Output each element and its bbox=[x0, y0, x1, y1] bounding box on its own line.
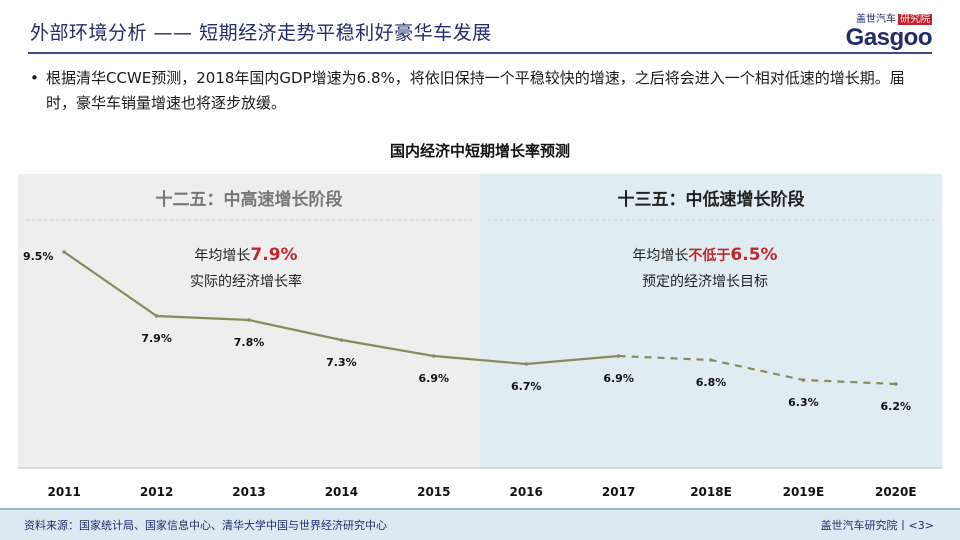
data-label-2015: 6.9% bbox=[419, 372, 450, 385]
page-footer-institute: 盖世汽车研究院丨<3> bbox=[820, 519, 934, 532]
data-point-2015 bbox=[432, 354, 436, 358]
data-label-2013: 7.8% bbox=[234, 336, 265, 349]
x-tick-label-2020E: 2020E bbox=[875, 485, 917, 499]
phase-title-2: 十三五：中低速增长阶段 bbox=[618, 189, 805, 210]
data-label-2019E: 6.3% bbox=[788, 396, 819, 409]
phase-note-prefix: 年均增长 bbox=[194, 248, 250, 264]
x-tick-label-2018E: 2018E bbox=[690, 485, 732, 499]
phase-note-emphasis: 不低于 bbox=[688, 247, 730, 264]
data-label-2014: 7.3% bbox=[326, 356, 357, 369]
phase-title-1: 十二五：中高速增长阶段 bbox=[156, 189, 343, 210]
logo-wordmark: Gasgoo bbox=[845, 24, 933, 52]
gasgoo-logo: 盖世汽车 研究院 Gasgoo bbox=[820, 10, 933, 52]
data-point-2013 bbox=[247, 318, 251, 322]
data-label-2018E: 6.8% bbox=[696, 376, 727, 389]
phase-note-1: 年均增长7.9% bbox=[194, 245, 297, 265]
data-point-2012 bbox=[154, 314, 159, 318]
logo-brand: 盖世汽车 bbox=[856, 14, 896, 25]
phase-note-line2-1: 实际的经济增长率 bbox=[190, 273, 302, 290]
bullet-dot: • bbox=[30, 69, 39, 87]
data-point-2018E bbox=[709, 358, 713, 362]
growth-line-chart: 十二五：中高速增长阶段年均增长7.9%实际的经济增长率十三五：中低速增长阶段年均… bbox=[18, 174, 942, 499]
data-label-2017: 6.9% bbox=[603, 372, 634, 385]
page-title: 外部环境分析 —— 短期经济走势平稳利好豪华车发展 bbox=[30, 22, 492, 44]
x-tick-label-2016: 2016 bbox=[509, 485, 542, 499]
header-divider bbox=[28, 52, 932, 54]
chart-title: 国内经济中短期增长率预测 bbox=[389, 142, 570, 160]
logo-word-text: Gasgoo bbox=[845, 24, 933, 51]
logo-badge: 研究院 bbox=[898, 14, 932, 25]
data-point-2019E bbox=[801, 378, 806, 382]
data-point-2011 bbox=[62, 250, 66, 254]
summary-bullet: • 根据清华CCWE预测，2018年国内GDP增速为6.8%，将依旧保持一个平稳… bbox=[30, 66, 930, 116]
bullet-text: 根据清华CCWE预测，2018年国内GDP增速为6.8%，将依旧保持一个平稳较快… bbox=[46, 69, 905, 112]
phase-note-2: 年均增长不低于6.5% bbox=[632, 245, 777, 265]
phase-note-value: 6.5% bbox=[730, 245, 777, 265]
footer-bar: 资料来源：国家统计局、国家信息中心、清华大学中国与世界经济研究中心 盖世汽车研究… bbox=[0, 508, 960, 540]
data-label-2016: 6.7% bbox=[511, 380, 542, 393]
footer-divider bbox=[0, 508, 960, 510]
x-tick-label-2013: 2013 bbox=[232, 485, 265, 499]
phase-note-prefix: 年均增长 bbox=[632, 248, 688, 264]
x-tick-label-2014: 2014 bbox=[325, 485, 358, 499]
data-point-2016 bbox=[524, 362, 528, 366]
data-label-2011: 9.5% bbox=[23, 250, 54, 263]
x-tick-label-2017: 2017 bbox=[602, 485, 635, 499]
phase-background-2 bbox=[480, 174, 942, 468]
source-note: 资料来源：国家统计局、国家信息中心、清华大学中国与世界经济研究中心 bbox=[24, 519, 387, 532]
data-label-2012: 7.9% bbox=[141, 332, 172, 345]
x-tick-label-2019E: 2019E bbox=[783, 485, 825, 499]
x-tick-label-2011: 2011 bbox=[47, 485, 80, 499]
x-tick-label-2015: 2015 bbox=[417, 485, 450, 499]
data-point-2020E bbox=[894, 382, 898, 386]
data-point-2017 bbox=[616, 354, 621, 358]
data-point-2014 bbox=[339, 338, 344, 342]
phase-note-value: 7.9% bbox=[250, 245, 297, 265]
data-label-2020E: 6.2% bbox=[881, 400, 912, 413]
phase-note-line2-2: 预定的经济增长目标 bbox=[642, 274, 768, 290]
x-tick-label-2012: 2012 bbox=[140, 485, 173, 499]
logo-top-text: 盖世汽车 研究院 bbox=[856, 10, 932, 25]
